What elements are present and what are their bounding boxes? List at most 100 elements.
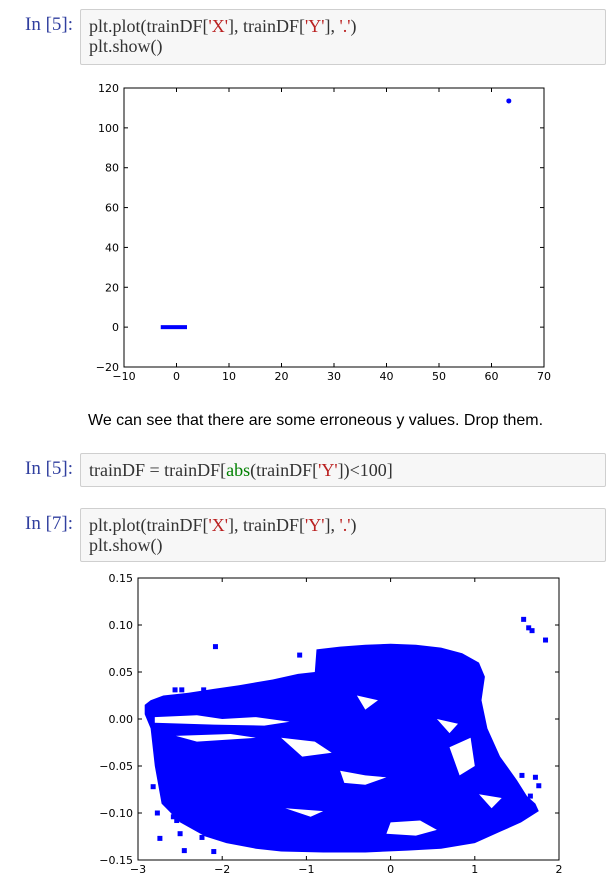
code-input[interactable]: plt.plot(trainDF['X'], trainDF['Y'], '.'…: [80, 508, 606, 562]
code-line: plt.plot(trainDF['X'], trainDF['Y'], '.'…: [89, 16, 597, 36]
data-point: [157, 835, 163, 841]
markdown-text: We can see that there are some erroneous…: [88, 412, 544, 429]
data-point: [297, 652, 303, 658]
y-tick-label: 40: [105, 241, 119, 254]
y-tick-label: 20: [105, 281, 119, 294]
string-token: 'Y': [304, 515, 325, 535]
data-point: [172, 687, 178, 693]
data-gap: [436, 719, 458, 734]
code-token: ]: [386, 460, 393, 480]
code-token: ], trainDF[: [228, 16, 305, 36]
x-tick-label: −2: [214, 863, 230, 876]
data-point: [177, 831, 183, 837]
x-tick-label: 60: [485, 370, 499, 383]
data-point: [536, 783, 542, 789]
data-point: [211, 849, 217, 855]
x-tick-label: 20: [275, 370, 289, 383]
data-point: [181, 848, 187, 854]
data-point: [154, 810, 160, 816]
string-token: '.': [339, 515, 351, 535]
code-token: ): [350, 515, 357, 535]
data-gap: [479, 794, 502, 809]
data-point: [174, 818, 180, 824]
string-token: '.': [339, 16, 351, 36]
x-tick-label: 2: [556, 863, 563, 876]
y-tick-label: 0.15: [109, 572, 134, 585]
y-tick-label: −0.15: [99, 854, 133, 867]
code-token: plt.plot(trainDF[: [89, 16, 209, 36]
string-token: 'X': [208, 515, 229, 535]
y-tick-label: −0.05: [99, 760, 133, 773]
y-tick-label: 80: [105, 162, 119, 175]
data-point: [526, 625, 532, 631]
code-input[interactable]: plt.plot(trainDF['X'], trainDF['Y'], '.'…: [80, 9, 606, 65]
code-token: plt.plot(trainDF[: [89, 515, 209, 535]
data-cluster: [160, 325, 187, 330]
data-point: [506, 98, 512, 104]
code-token: (trainDF[: [250, 460, 319, 480]
data-point: [527, 793, 533, 799]
x-tick-label: 40: [380, 370, 394, 383]
data-gap: [356, 695, 378, 710]
data-point: [529, 628, 535, 634]
x-tick-label: 1: [471, 863, 478, 876]
data-gap: [449, 737, 475, 776]
x-tick-label: 10: [222, 370, 236, 383]
data-point: [147, 703, 153, 709]
x-tick-label: −10: [112, 370, 135, 383]
y-tick-label: 0.05: [109, 666, 134, 679]
y-tick-label: −0.10: [99, 807, 133, 820]
data-point: [521, 616, 527, 622]
data-gap: [175, 734, 256, 742]
data-point: [199, 834, 205, 840]
y-tick-label: 120: [98, 82, 119, 95]
code-token: ],: [324, 515, 340, 535]
cell-prompt: In [7]:: [25, 513, 74, 534]
data-cloud: [144, 643, 539, 853]
code-line: plt.show(): [89, 36, 163, 56]
data-point: [462, 727, 468, 733]
data-gap: [154, 715, 290, 726]
x-tick-label: 30: [327, 370, 341, 383]
x-tick-label: −1: [298, 863, 314, 876]
string-token: 'Y': [304, 16, 325, 36]
x-tick-label: 70: [537, 370, 551, 383]
string-token: 'X': [208, 16, 229, 36]
data-point: [170, 814, 176, 820]
x-tick-label: 0: [173, 370, 180, 383]
data-point: [179, 687, 185, 693]
code-line: trainDF = trainDF[abs(trainDF['Y'])<100]: [89, 460, 597, 480]
cell-prompt: In [5]:: [25, 458, 74, 479]
y-tick-label: 0: [112, 321, 119, 334]
x-tick-label: 50: [432, 370, 446, 383]
data-point: [543, 637, 549, 643]
data-point: [212, 644, 218, 650]
data-gap: [281, 737, 332, 757]
code-token: trainDF = trainDF[: [89, 460, 227, 480]
string-token: 'Y': [318, 460, 338, 480]
data-gap: [340, 770, 387, 785]
data-point: [150, 784, 156, 790]
y-tick-label: 60: [105, 202, 119, 215]
data-point: [201, 687, 207, 693]
code-input[interactable]: trainDF = trainDF[abs(trainDF['Y'])<100]: [80, 453, 606, 487]
code-token: <100: [349, 460, 387, 480]
scatter-plot-filtered: −3 −2 −1 0 1 2 0.15 0.10 0.05 0.00 −0.05 −0.10 −0.15: [99, 572, 563, 876]
code-line: plt.show(): [89, 535, 163, 555]
x-tick-label: 0: [387, 863, 394, 876]
y-tick-label: 0.00: [109, 713, 134, 726]
code-token: ], trainDF[: [228, 515, 305, 535]
code-token: ],: [324, 16, 340, 36]
code-token: ): [350, 16, 357, 36]
y-tick-label: −20: [96, 361, 119, 374]
data-point: [532, 774, 538, 780]
y-tick-label: 100: [98, 122, 119, 135]
code-token: ]): [337, 460, 350, 480]
code-line: plt.plot(trainDF['X'], trainDF['Y'], '.'…: [89, 515, 597, 535]
data-gap: [285, 808, 324, 817]
builtin-token: abs: [226, 460, 251, 480]
scatter-plot-raw: −10 0 10 20 30 40 50 60 70 120 100 80 60 40 20 0 −20: [96, 82, 551, 383]
cell-prompt: In [5]:: [25, 14, 74, 35]
data-point: [465, 729, 471, 735]
data-point: [519, 772, 525, 778]
